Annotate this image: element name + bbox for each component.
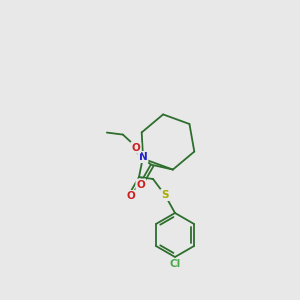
Text: Cl: Cl — [169, 259, 181, 269]
Text: N: N — [139, 152, 147, 162]
Text: S: S — [161, 190, 169, 200]
Text: O: O — [127, 191, 135, 201]
Text: O: O — [131, 142, 140, 153]
Text: O: O — [136, 180, 145, 190]
